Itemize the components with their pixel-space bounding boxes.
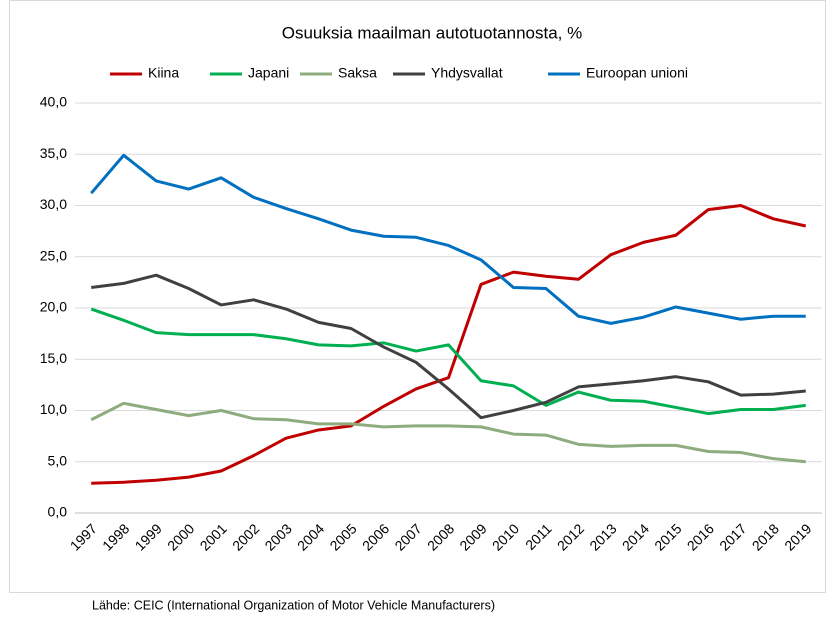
series-line bbox=[90, 401, 806, 464]
x-tick-label: 2017 bbox=[716, 520, 749, 553]
x-tick-label: 2002 bbox=[229, 520, 262, 553]
legend-label: Japani bbox=[248, 65, 289, 81]
x-tick-label: 2008 bbox=[424, 520, 457, 553]
y-tick-label: 35,0 bbox=[40, 145, 67, 161]
series-line bbox=[90, 153, 806, 325]
y-tick-label: 30,0 bbox=[40, 196, 67, 212]
y-tick-label: 15,0 bbox=[40, 350, 67, 366]
y-tick-label: 10,0 bbox=[40, 401, 67, 417]
x-tick-label: 2005 bbox=[326, 520, 359, 553]
y-tick-label: 20,0 bbox=[40, 299, 67, 315]
series-line bbox=[91, 204, 807, 485]
series-line bbox=[91, 273, 806, 420]
x-tick-label: 1997 bbox=[67, 520, 100, 553]
x-tick-label: 2018 bbox=[749, 520, 782, 553]
x-tick-label: 2019 bbox=[781, 520, 814, 553]
y-tick-label: 0,0 bbox=[48, 504, 68, 520]
x-tick-label: 2015 bbox=[651, 520, 684, 553]
x-tick-label: 2000 bbox=[164, 520, 197, 553]
y-tick-label: 25,0 bbox=[40, 247, 67, 263]
legend-label: Yhdysvallat bbox=[431, 65, 503, 81]
x-tick-label: 2001 bbox=[197, 520, 230, 553]
y-tick-label: 40,0 bbox=[40, 94, 67, 110]
x-tick-label: 1998 bbox=[99, 520, 132, 553]
x-tick-label: 2003 bbox=[262, 520, 295, 553]
x-tick-label: 1999 bbox=[132, 520, 165, 553]
x-tick-label: 2009 bbox=[456, 520, 489, 553]
legend-label: Saksa bbox=[338, 65, 377, 81]
x-tick-label: 2014 bbox=[619, 520, 652, 553]
y-tick-label: 5,0 bbox=[48, 452, 68, 468]
series-line bbox=[90, 307, 806, 416]
x-tick-label: 2012 bbox=[554, 520, 587, 553]
legend-label: Kiina bbox=[148, 65, 179, 81]
x-tick-label: 2016 bbox=[684, 520, 717, 553]
x-tick-label: 2007 bbox=[391, 520, 424, 553]
x-tick-label: 2004 bbox=[294, 520, 327, 553]
x-tick-label: 2010 bbox=[489, 520, 522, 553]
x-tick-label: 2006 bbox=[359, 520, 392, 553]
chart-title: Osuuksia maailman autotuotannosta, % bbox=[282, 23, 583, 42]
source-note: Lähde: CEIC (International Organization … bbox=[92, 598, 495, 612]
x-tick-label: 2011 bbox=[522, 520, 555, 553]
legend-label: Euroopan unioni bbox=[586, 65, 688, 81]
chart-frame bbox=[9, 0, 826, 593]
x-tick-label: 2013 bbox=[586, 520, 619, 553]
